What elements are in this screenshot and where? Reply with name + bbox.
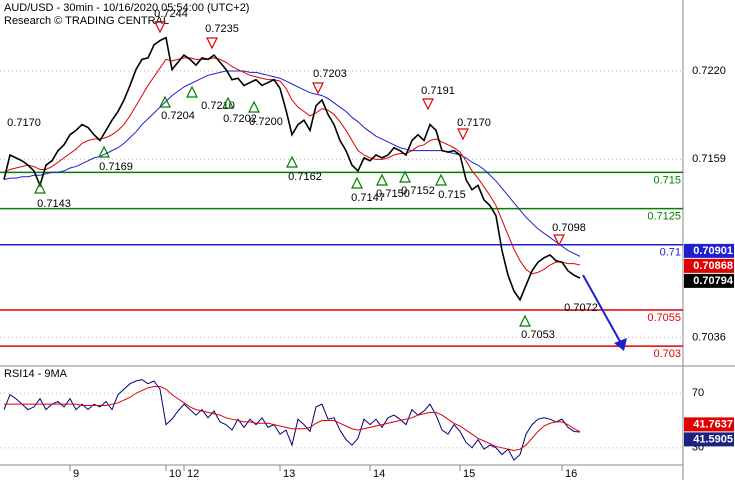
y-tick-label: 0.7220: [692, 65, 726, 77]
pivot-label: 0.7170: [457, 117, 491, 129]
pivot-up: [399, 170, 411, 183]
x-tick-label: 16: [565, 468, 577, 480]
pivot-label: 0.7202: [223, 113, 257, 125]
x-tick-label: 9: [73, 468, 79, 480]
pivot-label: 0.7098: [552, 222, 586, 234]
value-box: [684, 258, 734, 273]
x-tick-label: 15: [463, 468, 475, 480]
pivot-label: 0.7143: [37, 198, 71, 210]
pivot-down: [457, 128, 469, 141]
pivot-up: [519, 314, 531, 327]
series-line: [4, 385, 581, 452]
pivot-label: 0.7152: [401, 185, 435, 197]
pivot-up: [34, 181, 46, 194]
pivot-label: 0.7150: [376, 188, 410, 200]
x-tick-label: 12: [187, 468, 199, 480]
forecast-arrow: [582, 274, 623, 346]
series-line: [3, 379, 581, 461]
pivot-label: 0.7244: [154, 8, 188, 20]
pivot-label: 0.7147: [351, 192, 385, 204]
level-label: 0.7055: [647, 312, 681, 324]
pivot-down: [206, 37, 218, 50]
x-tick-label: 10: [169, 468, 181, 480]
pivot-up: [435, 173, 447, 186]
pivot-label: 0.7053: [521, 329, 555, 341]
x-tick-label: 13: [283, 468, 295, 480]
pivot-label: 0.7200: [249, 116, 283, 128]
forecast-arrowhead: [614, 338, 627, 351]
series-line: [3, 36, 581, 302]
level-label: 0.715: [653, 174, 681, 186]
pivot-up: [222, 96, 234, 109]
value-box-label: 41.5905: [693, 433, 733, 445]
value-box-label: 41.7637: [693, 418, 733, 430]
pivot-label: 0.7169: [99, 161, 133, 173]
chart-subtitle: Research © TRADING CENTRAL: [4, 15, 169, 27]
pivot-down: [312, 82, 324, 95]
level-label: 0.7125: [647, 210, 681, 222]
pivot-down: [422, 98, 434, 111]
pivot-label: 0.7162: [288, 171, 322, 183]
value-box: [684, 417, 734, 432]
pivot-label: 0.715: [438, 189, 466, 201]
pivot-up: [286, 155, 298, 168]
value-box-label: 0.70868: [693, 260, 733, 272]
y-tick-label: 0.7036: [692, 331, 726, 343]
pivot-down: [553, 234, 565, 247]
rsi-title: RSI14 - 9MA: [4, 368, 68, 380]
pivot-up: [248, 100, 260, 113]
pivot-label: 0.7203: [313, 68, 347, 80]
value-box: [684, 273, 734, 288]
pivot-up: [98, 145, 110, 158]
pivot-label: 0.7170: [7, 117, 41, 129]
level-label: 0.703: [653, 348, 681, 360]
pivot-up: [159, 95, 171, 108]
pivot-down: [154, 21, 166, 34]
pivot-up: [351, 176, 363, 189]
pivot-up: [376, 173, 388, 186]
level-label: 0.71: [660, 247, 681, 259]
pivot-label: 0.7072: [564, 302, 598, 314]
pivot-label: 0.7191: [421, 85, 455, 97]
pivot-label: 0.7204: [161, 110, 195, 122]
x-tick-label: 14: [373, 468, 385, 480]
value-box-label: 0.70901: [693, 245, 733, 257]
value-box: [684, 432, 734, 447]
rsi-tick-label: 70: [692, 387, 704, 399]
pivot-label: 0.7235: [205, 23, 239, 35]
pivot-up: [186, 85, 198, 98]
pivot-label: 0.7210: [201, 100, 235, 112]
value-box: [684, 243, 734, 258]
chart-title: AUD/USD - 30min - 10/16/2020 05:54:00 (U…: [4, 2, 249, 14]
value-box-label: 0.70794: [693, 275, 734, 287]
y-tick-label: 0.7159: [692, 153, 726, 165]
